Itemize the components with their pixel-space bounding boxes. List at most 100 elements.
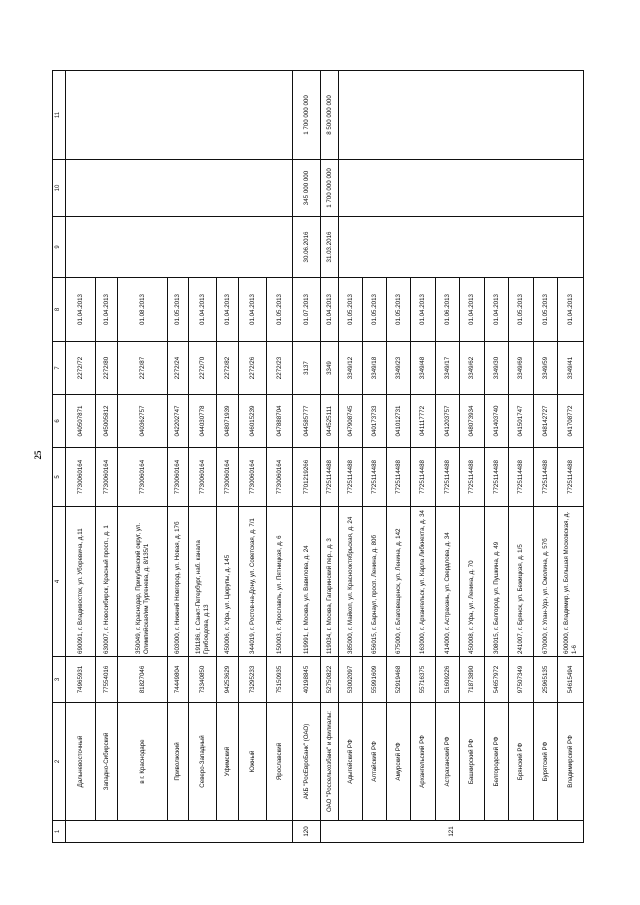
end-date-cell: 31.03.2016 xyxy=(320,216,339,278)
inn-cell: 7725114488 xyxy=(338,447,363,507)
date-cell: 01.07.2013 xyxy=(292,277,321,342)
branch-name-cell: Южный xyxy=(238,702,267,821)
date-cell: 01.05.2013 xyxy=(386,277,411,342)
okpo-cell: 75150935 xyxy=(266,656,293,703)
date-cell: 01.04.2013 xyxy=(459,277,485,342)
inn-cell: 7725114488 xyxy=(533,447,558,507)
column-number: 11 xyxy=(52,70,66,160)
address-cell: 119034, г. Москва, Гагаринский пер., д. … xyxy=(320,506,339,657)
date-cell: 01.04.2013 xyxy=(95,277,118,342)
registration-number-cell: 3349/41 xyxy=(557,341,584,395)
okpo-cell: 40198845 xyxy=(292,656,321,703)
address-cell: 385000, г. Майкоп, ул. Краснооктябрьская… xyxy=(338,506,363,657)
amount-cell xyxy=(65,159,293,217)
inn-cell: 7725114488 xyxy=(410,447,436,507)
inn-cell: 7725114488 xyxy=(484,447,509,507)
address-cell: 241007, г. Брянск, ул. Бежицкая, д. 1/5 xyxy=(508,506,534,657)
branch-name-cell: Бурятский РФ xyxy=(533,702,558,821)
okpo-cell: 71873890 xyxy=(459,656,485,703)
branch-name-cell: Адыгейский РФ xyxy=(338,702,363,821)
branch-name-cell: ОАО "Россельхозбанк" и филиалы: xyxy=(320,702,339,821)
table-row: 120 АКБ "РосЕвроБанк" (ОАО) 40198845 119991… xyxy=(292,70,321,843)
address-cell: 191186, г. Санкт-Петербург, наб. канала … xyxy=(188,506,217,657)
registration-number-cell: 3349/23 xyxy=(386,341,411,395)
inn-cell: 7730060164 xyxy=(65,447,96,507)
address-cell: 414000, г. Астрахань, ул. Свердлова, д. … xyxy=(435,506,460,657)
registration-number-cell: 3349/62 xyxy=(459,341,485,395)
page-number: 25 xyxy=(33,450,43,460)
registration-number-cell: 3137 xyxy=(292,341,321,395)
bik-cell: 044525111 xyxy=(320,394,339,448)
bik-cell: 047888704 xyxy=(266,394,293,448)
address-cell: 690091, г. Владивосток, ул. Уборевича, д… xyxy=(65,506,96,657)
amount-cell: 1 700 000 000 xyxy=(320,159,339,217)
inn-cell: 7725114488 xyxy=(557,447,584,507)
okpo-cell: 97507349 xyxy=(508,656,534,703)
limit-cell: 1 700 000 000 xyxy=(292,70,321,160)
date-cell: 01.05.2013 xyxy=(266,277,293,342)
bik-cell: 041203757 xyxy=(435,394,460,448)
registration-number-cell: 3349/48 xyxy=(410,341,436,395)
bik-cell: 041501747 xyxy=(508,394,534,448)
address-cell: 150003, г. Ярославль, ул. Пятницкая, д. … xyxy=(266,506,293,657)
bik-cell: 040173733 xyxy=(362,394,387,448)
table-row: Дальневосточный 74965931 690091, г. Владив… xyxy=(65,70,293,843)
registration-number-cell: 2272/72 xyxy=(65,341,96,395)
amount-cell xyxy=(338,159,584,217)
registration-number-cell: 2272/24 xyxy=(167,341,189,395)
branch-name-cell: Белгородский РФ xyxy=(484,702,509,821)
bik-cell: 040507871 xyxy=(65,394,96,448)
branch-name-cell: Алтайский РФ xyxy=(362,702,387,821)
branch-name-cell: Приволжский xyxy=(167,702,189,821)
okpo-cell: 77554016 xyxy=(95,656,118,703)
bik-cell: 048073934 xyxy=(459,394,485,448)
inn-cell: 7730060164 xyxy=(188,447,217,507)
address-cell: 656015, г. Барнаул, просп. Ленина, д. 80… xyxy=(362,506,387,657)
branch-name-cell: Западно-Сибирский xyxy=(95,702,118,821)
branch-name-cell: Уфимский xyxy=(216,702,239,821)
date-cell: 01.05.2013 xyxy=(362,277,387,342)
okpo-cell: 73340850 xyxy=(188,656,217,703)
registration-number-cell: 3349/59 xyxy=(533,341,558,395)
address-cell: 675000, г. Благовещенск, ул. Ленина, д. … xyxy=(386,506,411,657)
registration-number-cell: 3349/12 xyxy=(338,341,363,395)
inn-cell: 7725114488 xyxy=(435,447,460,507)
registration-number-cell: 2272/70 xyxy=(188,341,217,395)
okpo-cell: 53002097 xyxy=(338,656,363,703)
date-cell: 01.04.2013 xyxy=(320,277,339,342)
registration-number-cell: 3349/30 xyxy=(484,341,509,395)
column-number: 7 xyxy=(52,341,66,395)
okpo-cell: 94253629 xyxy=(216,656,239,703)
date-cell: 01.05.2013 xyxy=(338,277,363,342)
branch-name-cell: в г. Краснодаре xyxy=(117,702,168,821)
row-number-cell: 120 xyxy=(292,820,321,843)
okpo-cell: 54657972 xyxy=(484,656,509,703)
registration-number-cell: 3349 xyxy=(320,341,339,395)
column-number: 8 xyxy=(52,277,66,342)
address-cell: 670000, г. Улан-Удэ, ул. Смолина, д. 57б xyxy=(533,506,558,657)
okpo-cell: 52750822 xyxy=(320,656,339,703)
end-date-cell: 30.06.2016 xyxy=(292,216,321,278)
limit-cell xyxy=(65,70,293,160)
column-number: 5 xyxy=(52,447,66,507)
registration-number-cell: 3349/69 xyxy=(508,341,534,395)
okpo-cell: 74449804 xyxy=(167,656,189,703)
column-number: 2 xyxy=(52,702,66,821)
branch-name-cell: Астраханский РФ xyxy=(435,702,460,821)
end-date-cell xyxy=(65,216,293,278)
inn-cell: 7730060164 xyxy=(238,447,267,507)
address-cell: 344019, г. Ростов-на-Дону, ул. Советская… xyxy=(238,506,267,657)
date-cell: 01.04.2013 xyxy=(188,277,217,342)
bik-cell: 042202747 xyxy=(167,394,189,448)
limit-cell xyxy=(338,70,584,160)
bik-cell: 047908745 xyxy=(338,394,363,448)
okpo-cell: 73295233 xyxy=(238,656,267,703)
inn-cell: 7730060164 xyxy=(216,447,239,507)
address-cell: 308015, г. Белгород, ул. Пушкина, д. 49 xyxy=(484,506,509,657)
okpo-cell: 51609226 xyxy=(435,656,460,703)
branch-name-cell: АКБ "РосЕвроБанк" (ОАО) xyxy=(292,702,321,821)
okpo-cell: 25965135 xyxy=(533,656,558,703)
bik-cell: 041403740 xyxy=(484,394,509,448)
address-cell: 450006, г. Уфа, ул. Цюрупы, д. 145 xyxy=(216,506,239,657)
table-row: 121 ОАО "Россельхозбанк" и филиалы: 527508… xyxy=(320,70,584,843)
